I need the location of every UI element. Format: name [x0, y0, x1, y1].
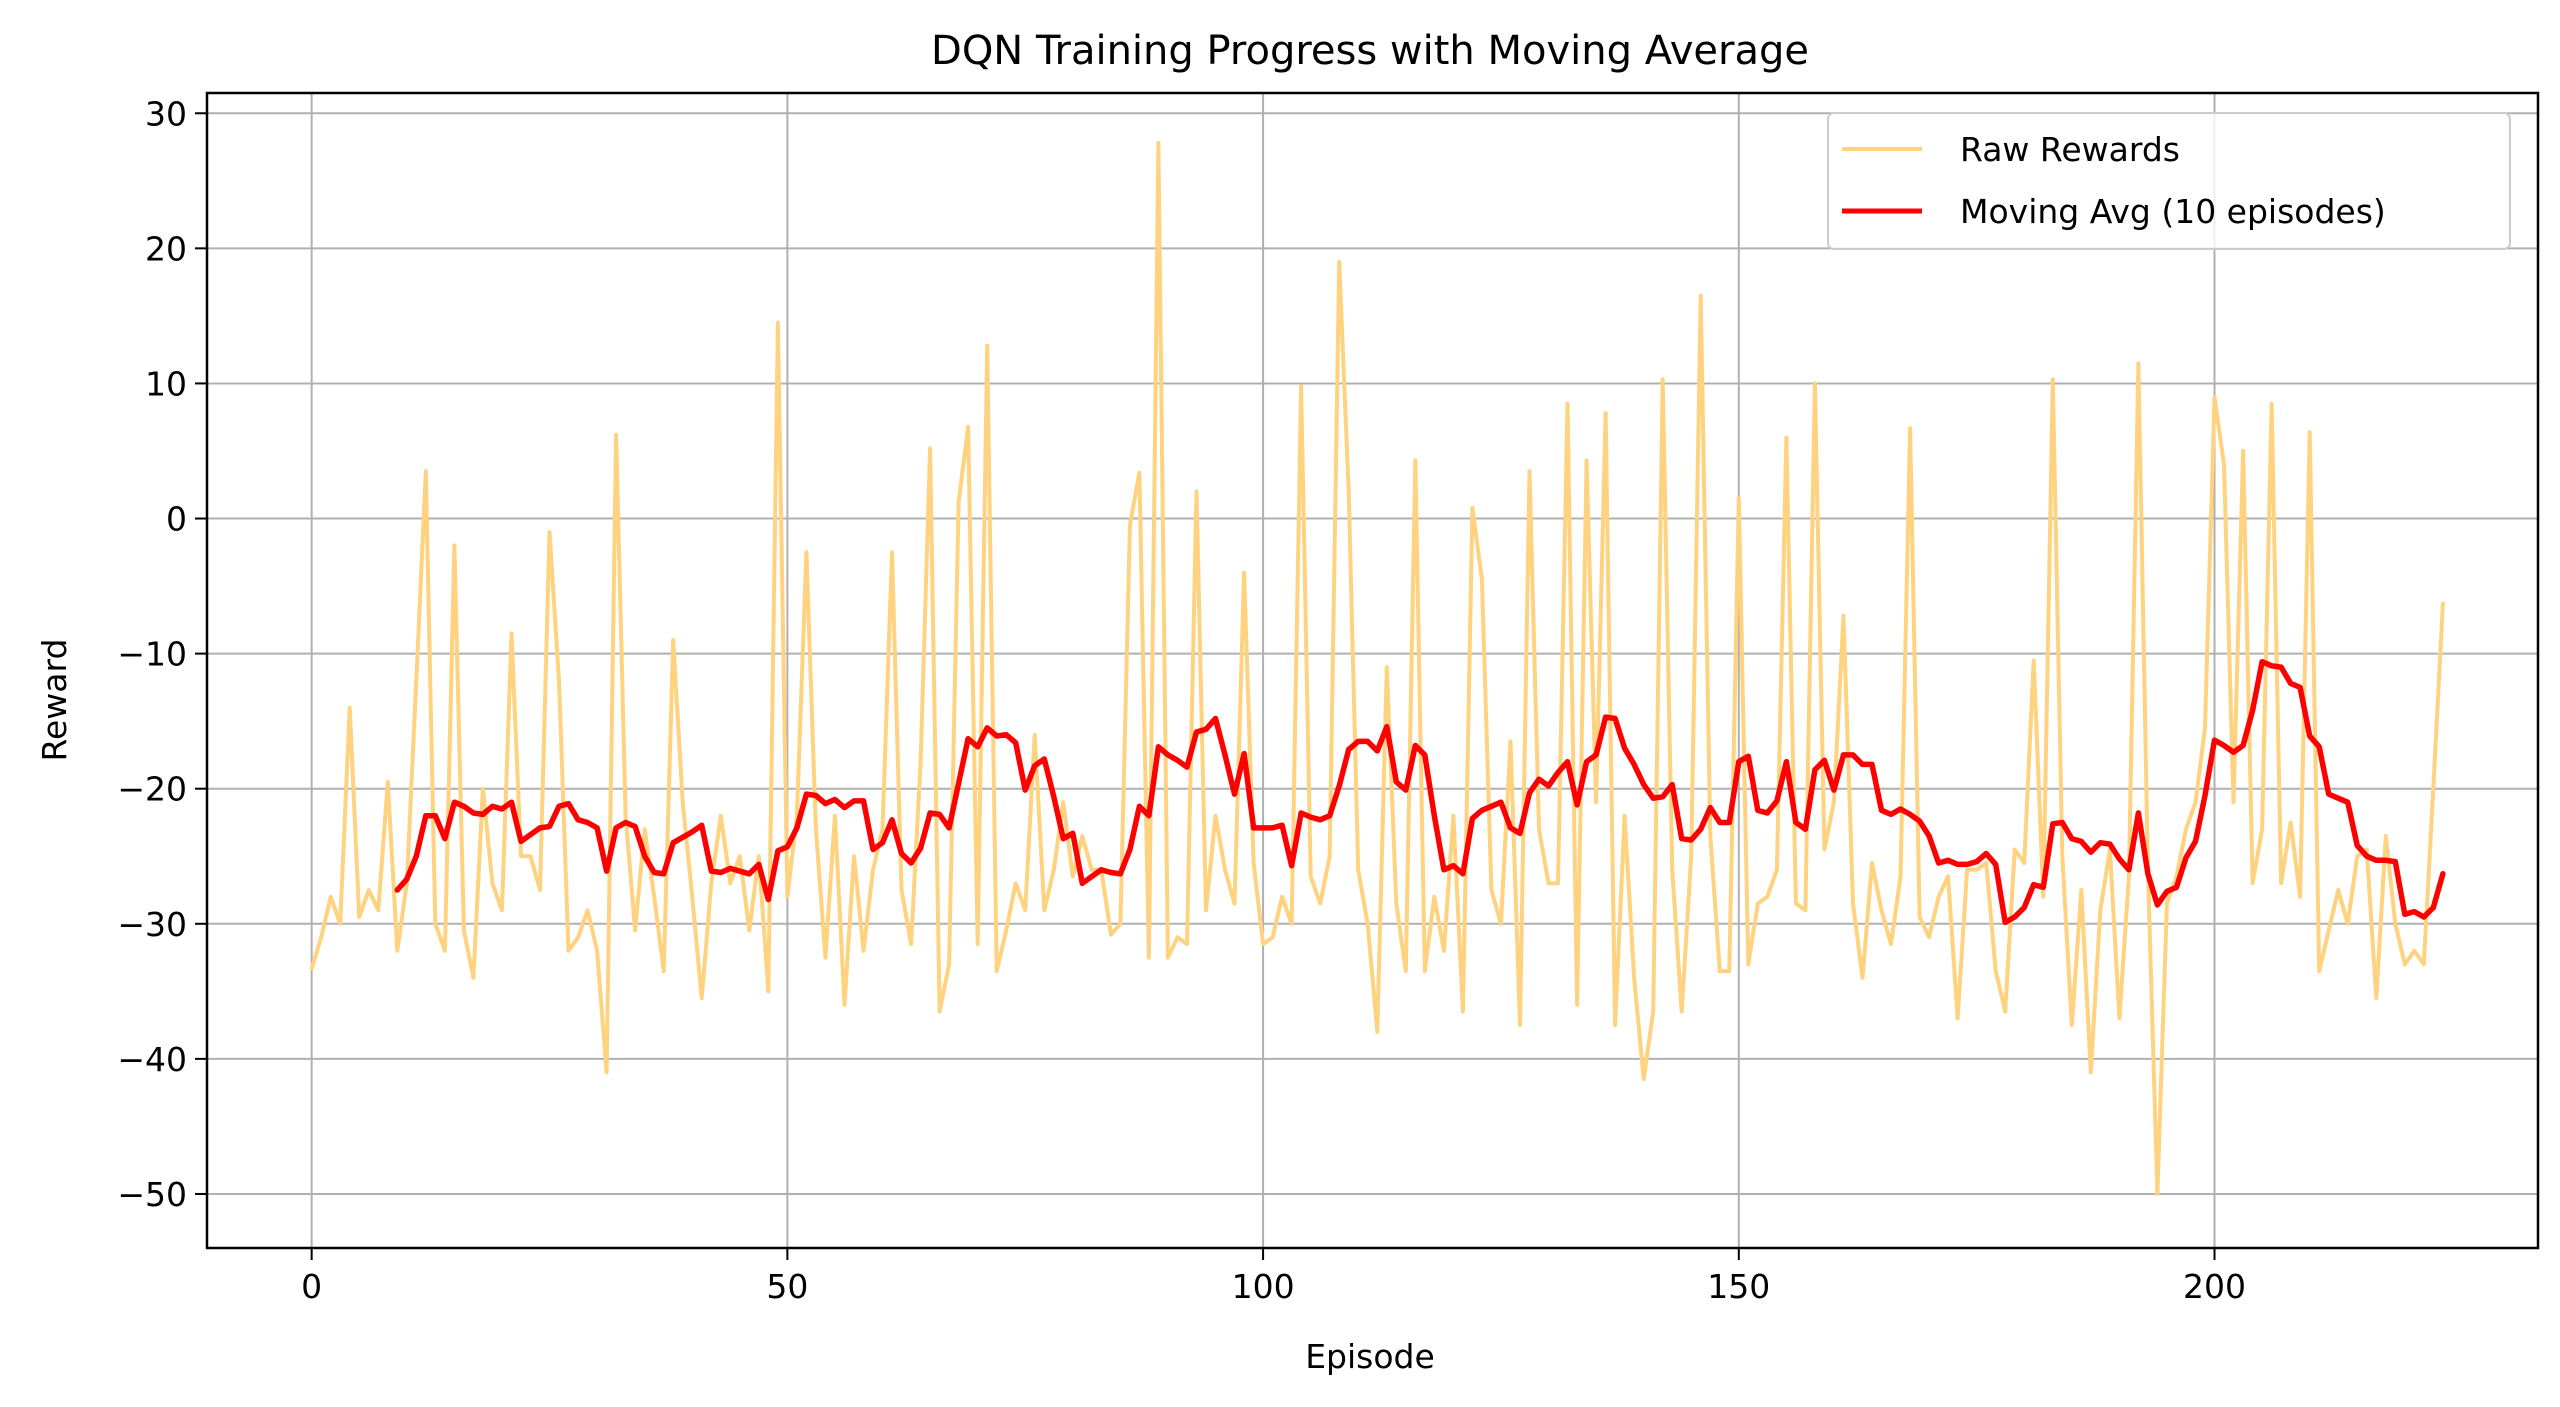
- legend: Raw Rewards Moving Avg (10 episodes): [1827, 112, 2511, 250]
- chart-title: DQN Training Progress with Moving Averag…: [931, 28, 1809, 74]
- x-tick-label: 150: [1707, 1267, 1770, 1306]
- x-tick-label: 200: [2183, 1267, 2246, 1306]
- moving-average-line: [394, 658, 2446, 926]
- y-axis-label: Reward: [35, 639, 74, 762]
- y-tick-label: 30: [145, 94, 187, 133]
- x-axis-label: Episode: [1305, 1337, 1435, 1376]
- x-tick-label: 50: [766, 1267, 808, 1306]
- legend-box: [1827, 112, 2511, 250]
- y-tick-label: −40: [117, 1040, 187, 1079]
- y-tick-label: −10: [117, 635, 187, 674]
- legend-label-raw-rewards: Raw Rewards: [1960, 130, 2180, 169]
- y-tick-label: −30: [117, 905, 187, 944]
- moving-average-series: [394, 658, 2446, 926]
- x-tick-label: 0: [301, 1267, 322, 1306]
- plot-area-frame: [205, 91, 2540, 1250]
- y-tick-label: −50: [117, 1175, 187, 1214]
- y-tick-label: 10: [145, 364, 187, 403]
- x-tick-label: 100: [1232, 1267, 1295, 1306]
- y-axis-ticks: 30 20 10 0 −10 −20 −30 −40 −50: [117, 94, 207, 1214]
- y-tick-label: 20: [145, 229, 187, 268]
- y-tick-label: 0: [166, 500, 187, 539]
- y-tick-label: −20: [117, 770, 187, 809]
- legend-label-moving-avg: Moving Avg (10 episodes): [1960, 192, 2386, 231]
- x-axis-ticks: 0 50 100 150 200: [301, 1248, 2246, 1306]
